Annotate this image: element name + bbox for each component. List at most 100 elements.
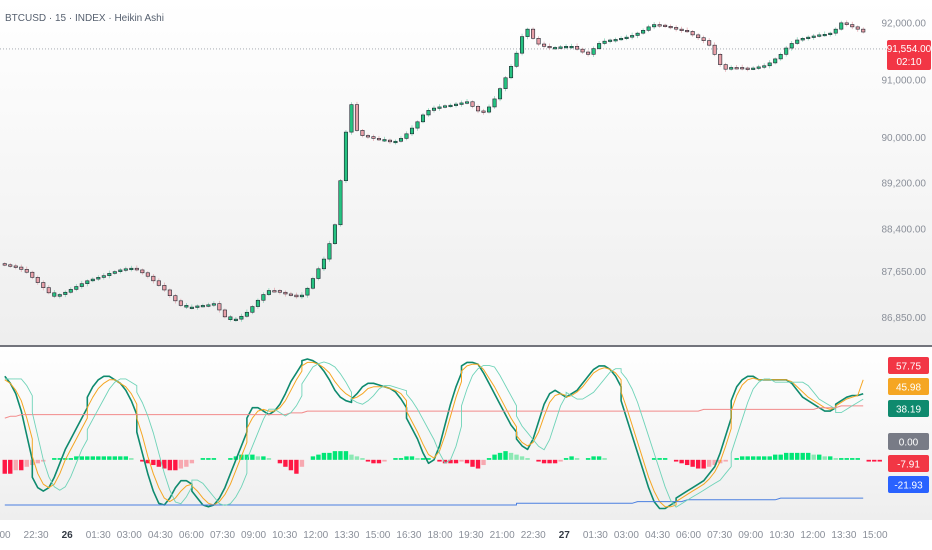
- histogram-bar: [795, 452, 800, 460]
- histogram-bar: [321, 452, 327, 460]
- time-tick-label: 22:30: [24, 530, 49, 541]
- histogram-bar: [706, 459, 712, 467]
- histogram-bar: [662, 458, 668, 460]
- candle-body: [24, 269, 29, 273]
- candle-body: [564, 46, 569, 49]
- candle-body: [525, 28, 530, 37]
- candle-body: [85, 280, 90, 284]
- candle-body: [641, 30, 646, 34]
- histogram-bar: [657, 458, 662, 460]
- candle-body: [365, 135, 370, 138]
- histogram-bar: [354, 456, 360, 460]
- candle-body: [674, 27, 679, 30]
- histogram-bar: [398, 458, 404, 460]
- histogram-bar: [299, 459, 305, 467]
- candle-body: [101, 275, 106, 278]
- histogram-bar: [833, 458, 838, 460]
- candle-body: [310, 278, 315, 289]
- histogram-bar: [8, 459, 13, 474]
- candle-body: [349, 104, 354, 133]
- candle-body: [107, 273, 112, 276]
- candle-body: [195, 305, 200, 308]
- oscillator-plot[interactable]: [2, 358, 910, 510]
- histogram-bar: [486, 458, 492, 460]
- histogram-bar: [673, 459, 679, 462]
- oscillator-value-label: 0.00: [899, 438, 919, 449]
- histogram-bar: [167, 459, 173, 471]
- time-axis[interactable]: 00 22:30 26 01:30 03:00 04:30 06:00 07:30 09:00 1…: [0, 530, 888, 541]
- histogram-bar: [184, 459, 189, 467]
- oscillator-value-badge: [888, 400, 929, 417]
- candle-body: [288, 293, 293, 296]
- candle-body: [795, 39, 800, 44]
- histogram-bar: [563, 458, 569, 460]
- time-tick-label: 09:00: [738, 530, 763, 541]
- candle-body: [354, 104, 359, 131]
- histogram-bar: [712, 459, 717, 466]
- histogram-bar: [602, 458, 607, 460]
- oscillator-axis[interactable]: 57.75 45.98 38.19 0.00 -7.91 -21.93: [888, 357, 929, 493]
- histogram-bar: [107, 456, 112, 460]
- histogram-bar: [525, 458, 530, 460]
- candle-body: [701, 37, 706, 41]
- candle-body: [211, 303, 216, 306]
- histogram-bar: [503, 451, 508, 460]
- time-tick-label: 16:30: [396, 530, 421, 541]
- histogram-bar: [211, 458, 217, 460]
- candle-body: [57, 294, 62, 297]
- histogram-bar: [85, 456, 90, 460]
- candle-body: [470, 101, 475, 107]
- time-tick-label: 26: [62, 530, 74, 541]
- candle-body: [630, 35, 635, 38]
- time-tick-label: 01:30: [583, 530, 608, 541]
- candle-body: [773, 58, 778, 64]
- candle-body: [371, 136, 376, 139]
- time-tick-label: 07:30: [707, 530, 732, 541]
- histogram-bar: [338, 451, 343, 460]
- histogram-bar: [651, 458, 657, 460]
- candle-body: [652, 24, 657, 28]
- histogram-bar: [57, 458, 62, 460]
- candle-body: [608, 39, 613, 42]
- candle-body: [184, 305, 189, 308]
- candle-body: [806, 36, 811, 39]
- candle-body: [151, 275, 156, 282]
- candle-body: [762, 65, 767, 68]
- candle-body: [696, 34, 701, 39]
- histogram-bar: [409, 456, 415, 460]
- histogram-bar: [365, 459, 371, 462]
- candle-body: [112, 271, 117, 274]
- candle-body: [789, 43, 794, 49]
- oscillator-value-label: 57.75: [896, 362, 921, 373]
- histogram-bar: [547, 459, 552, 464]
- candle-body: [118, 269, 123, 272]
- histogram-bar: [255, 456, 261, 460]
- candle-body: [74, 286, 79, 290]
- candle-body: [30, 271, 35, 278]
- histogram-bar: [140, 459, 145, 462]
- histogram-bar: [569, 456, 574, 460]
- candle-body: [465, 101, 470, 104]
- candle-body: [657, 24, 662, 27]
- candle-body: [558, 46, 563, 49]
- price-plot[interactable]: [0, 20, 886, 322]
- price-axis[interactable]: 92,000.00 90,000.00 89,200.00 88,400.00 87,6…: [882, 18, 932, 324]
- candle-body: [624, 36, 629, 39]
- candle-body: [723, 64, 728, 70]
- candle-body: [46, 287, 51, 294]
- oscillator-value-badge: [888, 433, 929, 450]
- candle-body: [123, 268, 128, 271]
- candle-body: [294, 294, 299, 298]
- candle-body: [178, 300, 183, 306]
- price-tick-label: 89,200.00: [882, 179, 927, 190]
- oscillator-signal-line: [4, 361, 864, 508]
- candle-body: [619, 38, 624, 41]
- candle-body: [409, 127, 414, 135]
- histogram-bar: [453, 459, 459, 464]
- last-price-badge: [887, 39, 931, 70]
- oscillator-upper-band: [4, 405, 864, 419]
- candle-body: [685, 30, 690, 33]
- histogram-bar: [811, 454, 816, 460]
- candle-body: [321, 258, 326, 270]
